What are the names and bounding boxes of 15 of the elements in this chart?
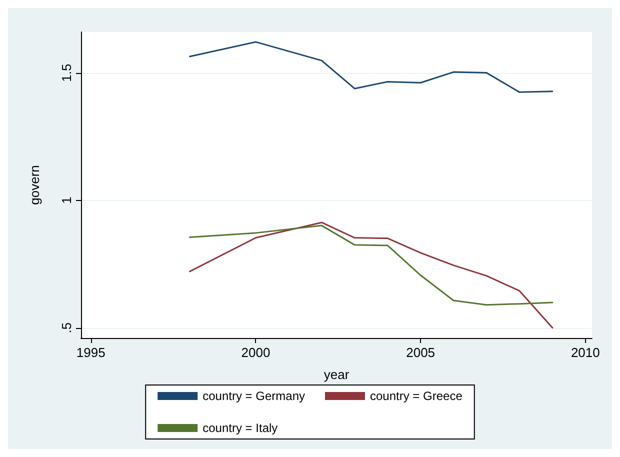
x-tick-label: 1995 (76, 345, 106, 360)
legend-label: country = Germany (202, 389, 305, 403)
line-series (189, 222, 554, 329)
y-tick-label: 1.5 (59, 64, 74, 82)
x-tick-label: 2005 (406, 345, 436, 360)
y-tick-label: .5 (59, 322, 74, 334)
y-tick-label: 1 (59, 196, 74, 204)
y-axis-title: govern (27, 165, 42, 205)
x-tick-label: 2000 (241, 345, 270, 360)
line-series (189, 224, 554, 306)
legend-label: country = Greece (370, 389, 463, 403)
legend-label: country = Italy (202, 421, 278, 435)
line-series (189, 41, 554, 93)
x-tick-label: 2010 (570, 345, 600, 360)
x-axis-title: year (324, 367, 350, 382)
